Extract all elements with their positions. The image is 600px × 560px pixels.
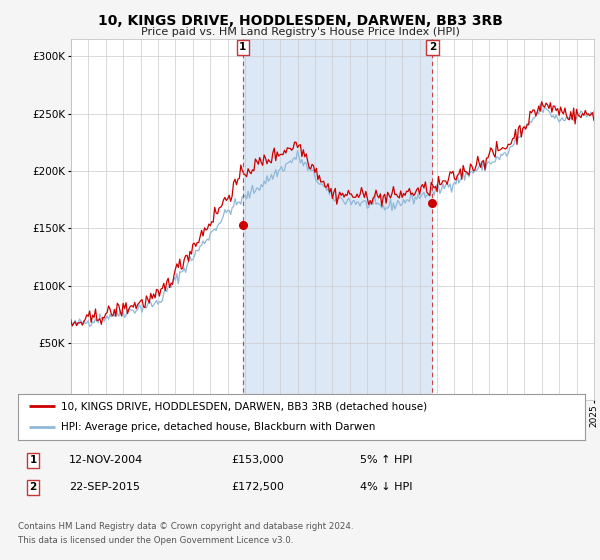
Text: Price paid vs. HM Land Registry's House Price Index (HPI): Price paid vs. HM Land Registry's House … [140,27,460,37]
Text: HPI: Average price, detached house, Blackburn with Darwen: HPI: Average price, detached house, Blac… [61,422,375,432]
Text: 1: 1 [29,455,37,465]
Text: £153,000: £153,000 [231,455,284,465]
Text: Contains HM Land Registry data © Crown copyright and database right 2024.: Contains HM Land Registry data © Crown c… [18,522,353,531]
Text: This data is licensed under the Open Government Licence v3.0.: This data is licensed under the Open Gov… [18,536,293,545]
Text: 2: 2 [429,42,436,52]
Text: 2: 2 [29,482,37,492]
Text: £172,500: £172,500 [231,482,284,492]
Text: 22-SEP-2015: 22-SEP-2015 [69,482,140,492]
Bar [243,39,433,400]
Text: 10, KINGS DRIVE, HODDLESDEN, DARWEN, BB3 3RB: 10, KINGS DRIVE, HODDLESDEN, DARWEN, BB3… [98,14,502,28]
Text: 1: 1 [239,42,247,52]
Text: 10, KINGS DRIVE, HODDLESDEN, DARWEN, BB3 3RB (detached house): 10, KINGS DRIVE, HODDLESDEN, DARWEN, BB3… [61,401,427,411]
Text: 4% ↓ HPI: 4% ↓ HPI [360,482,413,492]
Text: 5% ↑ HPI: 5% ↑ HPI [360,455,412,465]
Text: 12-NOV-2004: 12-NOV-2004 [69,455,143,465]
